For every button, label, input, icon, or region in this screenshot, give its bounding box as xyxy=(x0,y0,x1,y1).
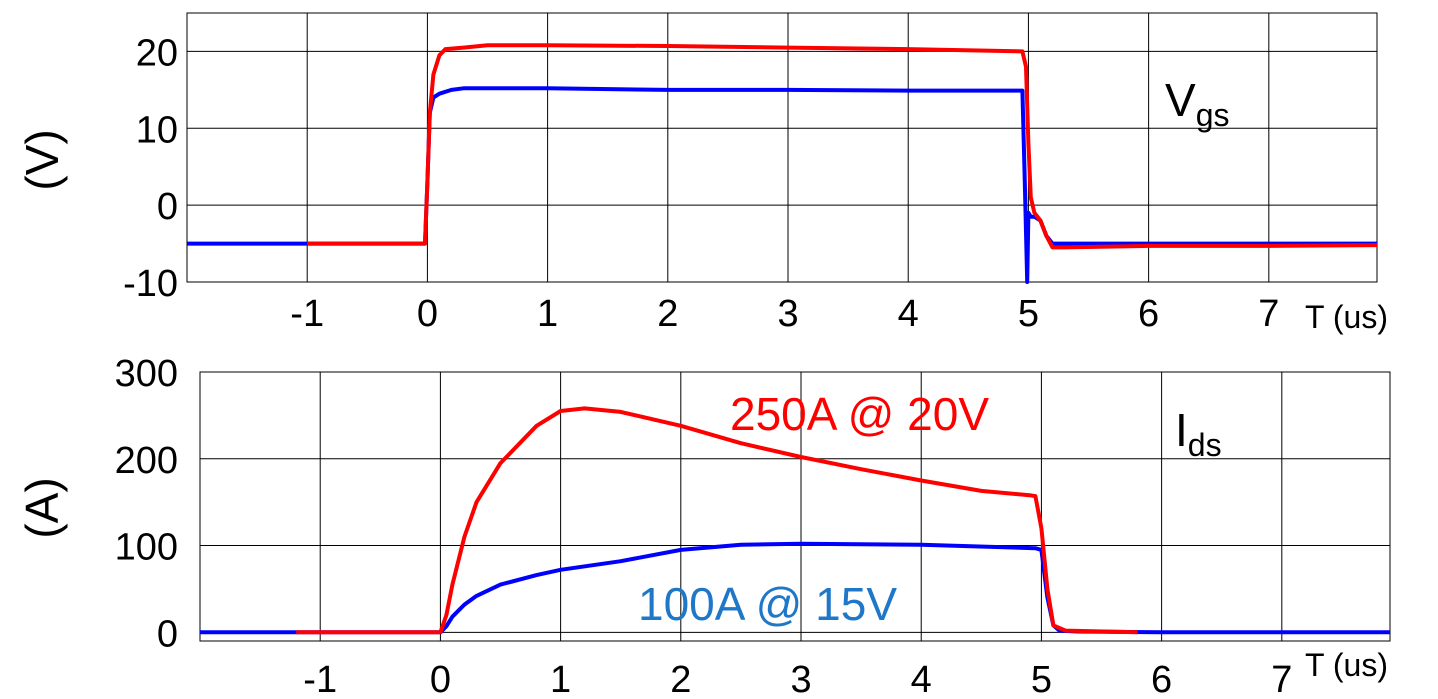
ids-trace-label: Ids xyxy=(1175,404,1222,463)
vgs-x-tick-label: 4 xyxy=(898,293,919,335)
ids-x-ticks: -1 0 1 2 3 4 5 6 7 xyxy=(303,659,1292,699)
vgs-plot-frame xyxy=(186,12,1378,283)
ids-label-main: I xyxy=(1175,404,1188,456)
vgs-y-tick-label: 10 xyxy=(136,109,178,151)
ids-series-group xyxy=(200,406,1390,635)
vgs-x-tick-label: 2 xyxy=(657,293,678,335)
ids-x-tick-label: 4 xyxy=(911,659,932,699)
ids-x-tick-label: 6 xyxy=(1151,659,1172,699)
vgs-x-tick-label: 3 xyxy=(777,293,798,335)
vgs-x-tick-label: 1 xyxy=(537,293,558,335)
vgs-y-axis-label: (V) xyxy=(16,129,68,190)
vgs-x-axis-title: T (us) xyxy=(1305,299,1388,335)
vgs-series-group xyxy=(187,43,1378,284)
ids-red-trace xyxy=(296,406,1138,635)
blue-trace-annotation: 100A @ 15V xyxy=(638,578,897,630)
ids-x-tick-label: 3 xyxy=(790,659,811,699)
vgs-red-trace xyxy=(307,43,1378,250)
vgs-label-main: V xyxy=(1165,74,1196,126)
ids-x-tick-label: 1 xyxy=(550,659,571,699)
ids-y-tick-label: 100 xyxy=(115,527,178,569)
vgs-grid xyxy=(187,13,1377,282)
ids-x-tick-label: -1 xyxy=(303,659,337,699)
vgs-label-sub: gs xyxy=(1196,97,1230,133)
ids-x-tick-label: 5 xyxy=(1031,659,1052,699)
vgs-trace-label: Vgs xyxy=(1165,74,1229,133)
ids-label-sub: ds xyxy=(1188,427,1222,463)
ids-panel: -1 0 1 2 3 4 5 6 7 300 200 100 0 T (us) (A) Ids 250… xyxy=(16,353,1391,699)
vgs-y-tick-label: 0 xyxy=(157,186,178,228)
ids-y-tick-label: 300 xyxy=(115,353,178,395)
vgs-y-ticks: 20 10 0 -10 xyxy=(123,32,178,305)
ids-x-tick-label: 7 xyxy=(1271,659,1292,699)
ids-y-tick-label: 200 xyxy=(115,440,178,482)
ids-plot-frame xyxy=(199,371,1391,642)
red-trace-annotation: 250A @ 20V xyxy=(730,388,989,440)
ids-x-tick-label: 2 xyxy=(670,659,691,699)
vgs-x-ticks: -1 0 1 2 3 4 5 6 7 xyxy=(290,293,1279,335)
vgs-x-tick-label: -1 xyxy=(290,293,324,335)
ids-y-tick-label: 0 xyxy=(157,613,178,655)
ids-x-tick-label: 0 xyxy=(430,659,451,699)
vgs-x-tick-label: 5 xyxy=(1018,293,1039,335)
ids-x-axis-title: T (us) xyxy=(1305,647,1388,683)
ids-y-axis-label: (A) xyxy=(16,477,68,538)
vgs-x-tick-label: 0 xyxy=(417,293,438,335)
vgs-y-tick-label: -10 xyxy=(123,263,178,305)
vgs-x-tick-label: 7 xyxy=(1258,293,1279,335)
vgs-x-tick-label: 6 xyxy=(1138,293,1159,335)
ids-y-ticks: 300 200 100 0 xyxy=(115,353,178,655)
vgs-y-tick-label: 20 xyxy=(136,32,178,74)
